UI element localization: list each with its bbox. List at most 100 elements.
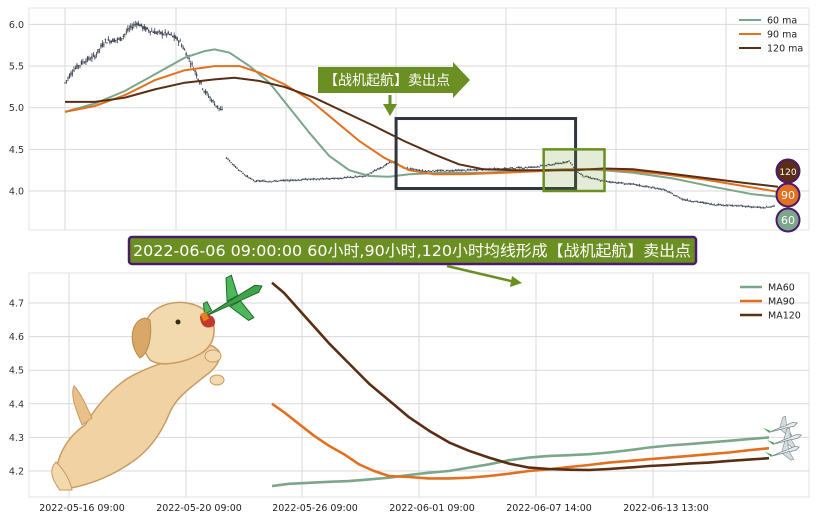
- candle-body: [106, 42, 108, 44]
- legend-label-ma120: MA120: [768, 311, 801, 322]
- candle-body: [734, 204, 736, 206]
- bottom-ma120-line: [271, 281, 770, 472]
- candle-body: [462, 169, 464, 171]
- candle-body: [771, 205, 774, 207]
- candle-body: [160, 31, 162, 34]
- candle-body: [351, 176, 353, 178]
- candle-body: [433, 171, 436, 173]
- candle-body: [767, 206, 769, 208]
- candle-body: [333, 178, 335, 180]
- candle-body: [77, 65, 80, 67]
- candle-body: [729, 205, 732, 207]
- candle-body: [231, 164, 234, 166]
- candle-body: [691, 201, 693, 203]
- bottom-xtick-label: 2022-05-20 09:00: [156, 503, 242, 514]
- candle-body: [714, 205, 717, 207]
- candle-body: [294, 179, 297, 181]
- top-ytick-label: 4.0: [9, 187, 24, 198]
- candle-body: [154, 30, 156, 34]
- candle-body: [596, 179, 599, 181]
- bottom-xtick-label: 2022-06-01 09:00: [389, 503, 475, 514]
- candle-body: [586, 176, 588, 178]
- candle-body: [242, 172, 244, 174]
- jet-exhaust: [763, 427, 771, 433]
- candle-body: [354, 176, 356, 178]
- candle-body: [387, 162, 389, 164]
- candle-body: [204, 90, 207, 94]
- candle-body: [768, 206, 771, 208]
- candle-body: [124, 33, 126, 35]
- candle-body: [228, 160, 231, 162]
- candle-body: [332, 177, 334, 180]
- bottom-xtick-label: 2022-06-13 13:00: [623, 503, 709, 514]
- candle-body: [593, 178, 596, 180]
- candle-body: [655, 188, 657, 190]
- candle-body: [251, 178, 253, 180]
- candle-body: [64, 82, 66, 84]
- candle-body: [605, 180, 608, 182]
- candle-body: [747, 205, 750, 207]
- candle-body: [417, 169, 419, 171]
- candle-body: [344, 176, 346, 178]
- candle-body: [267, 181, 270, 183]
- candle-body: [89, 59, 92, 61]
- candle-body: [321, 178, 323, 180]
- toy-plane-icon: [200, 274, 263, 322]
- candle-body: [164, 31, 166, 34]
- candle-body: [166, 33, 168, 36]
- candle-body: [207, 96, 210, 98]
- candle-body: [216, 105, 219, 108]
- candle-body: [614, 182, 617, 184]
- candle-body: [276, 180, 279, 182]
- candle-body: [427, 170, 430, 172]
- candle-body: [300, 179, 303, 181]
- candle-body: [741, 205, 744, 207]
- candle-body: [550, 164, 552, 166]
- candle-body: [272, 180, 274, 182]
- candle-body: [528, 166, 530, 168]
- candle-body: [177, 41, 180, 43]
- top-ma90-line: [64, 65, 779, 193]
- bottom-ytick-label: 4.3: [9, 433, 24, 444]
- candle-body: [372, 171, 374, 173]
- candle-body: [266, 181, 268, 183]
- candle-body: [128, 28, 131, 30]
- candle-body: [136, 23, 138, 25]
- candle-body: [414, 168, 416, 170]
- candle-body: [363, 175, 365, 177]
- candle-body: [248, 177, 250, 179]
- candle-body: [264, 181, 267, 183]
- candle-body: [342, 177, 344, 179]
- candle-body: [345, 177, 347, 179]
- candle-body: [697, 201, 699, 203]
- callout-pointer-head: [383, 104, 397, 116]
- badge-ma90: [775, 182, 801, 208]
- candles-group: [64, 20, 775, 209]
- candle-body: [255, 180, 258, 182]
- bottom-legend: MA60 MA90 MA120: [740, 283, 801, 322]
- candle-body: [127, 28, 129, 31]
- candle-body: [142, 26, 144, 29]
- candle-body: [355, 176, 358, 178]
- candle-body: [91, 56, 93, 59]
- candle-body: [463, 169, 466, 171]
- candle-body: [517, 166, 519, 168]
- candle-body: [610, 181, 612, 183]
- candle-body: [291, 179, 294, 181]
- candle-body: [173, 35, 175, 39]
- candle-body: [632, 183, 635, 185]
- candle-body: [749, 206, 751, 208]
- candle-body: [629, 183, 632, 185]
- candle-body: [706, 202, 708, 204]
- candle-body: [623, 183, 626, 185]
- candle-body: [649, 186, 651, 188]
- candle-body: [553, 163, 555, 165]
- candle-body: [240, 171, 243, 173]
- candle-body: [698, 201, 700, 203]
- candle-body: [236, 167, 238, 169]
- candle-body: [225, 157, 228, 159]
- candle-body: [631, 183, 633, 185]
- jet-exhaust: [767, 439, 775, 445]
